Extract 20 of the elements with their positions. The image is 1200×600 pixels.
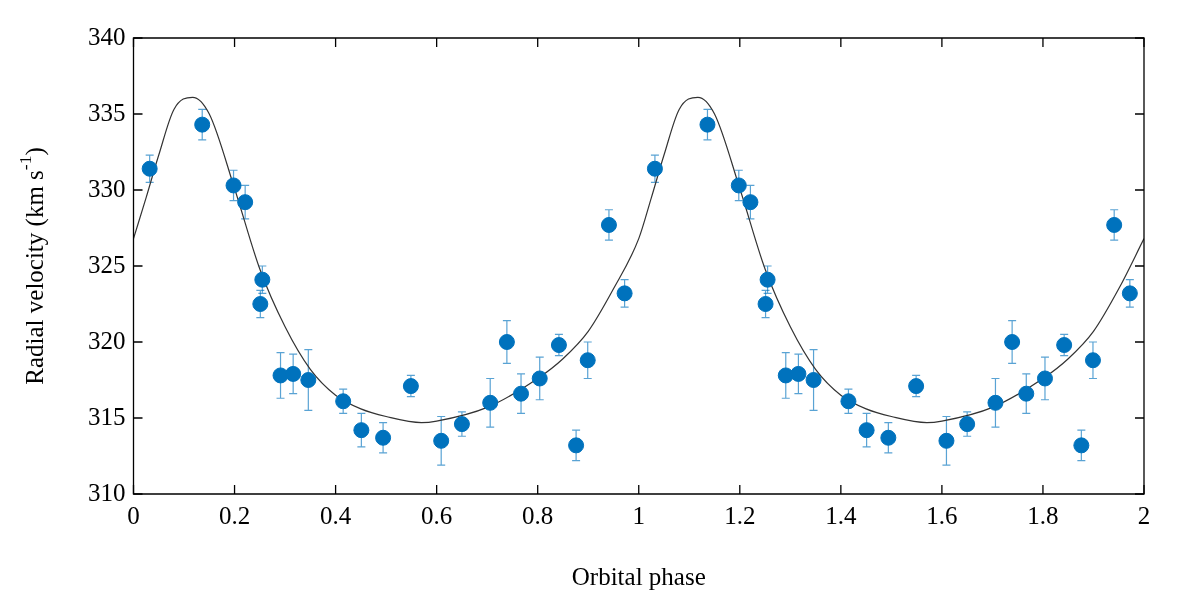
y-tick-label: 320 bbox=[88, 326, 126, 354]
y-tick-label: 330 bbox=[88, 174, 126, 202]
x-tick-label: 0.2 bbox=[218, 501, 251, 529]
y-tick-label: 335 bbox=[88, 98, 126, 126]
x-tick-label: 1.8 bbox=[1027, 501, 1059, 529]
x-tick-label: 1 bbox=[632, 501, 645, 529]
y-tick-label: 340 bbox=[88, 22, 126, 50]
x-tick-label: 0.6 bbox=[421, 501, 453, 529]
y-axis-title: Radial velocity (km s-1) bbox=[14, 147, 49, 385]
x-tick-label: 1.4 bbox=[825, 501, 857, 529]
y-tick-label: 310 bbox=[88, 478, 126, 506]
x-axis-title: Orbital phase bbox=[571, 562, 706, 590]
x-tick-label: 0 bbox=[127, 501, 140, 529]
x-tick-label: 1.2 bbox=[724, 501, 756, 529]
x-tick-label: 1.6 bbox=[926, 501, 958, 529]
x-tick-label: 0.4 bbox=[319, 501, 352, 529]
x-tick-label: 0.8 bbox=[522, 501, 554, 529]
y-tick-label: 325 bbox=[88, 250, 126, 278]
x-tick-label: 2 bbox=[1137, 501, 1151, 529]
y-tick-label: 315 bbox=[88, 402, 126, 430]
